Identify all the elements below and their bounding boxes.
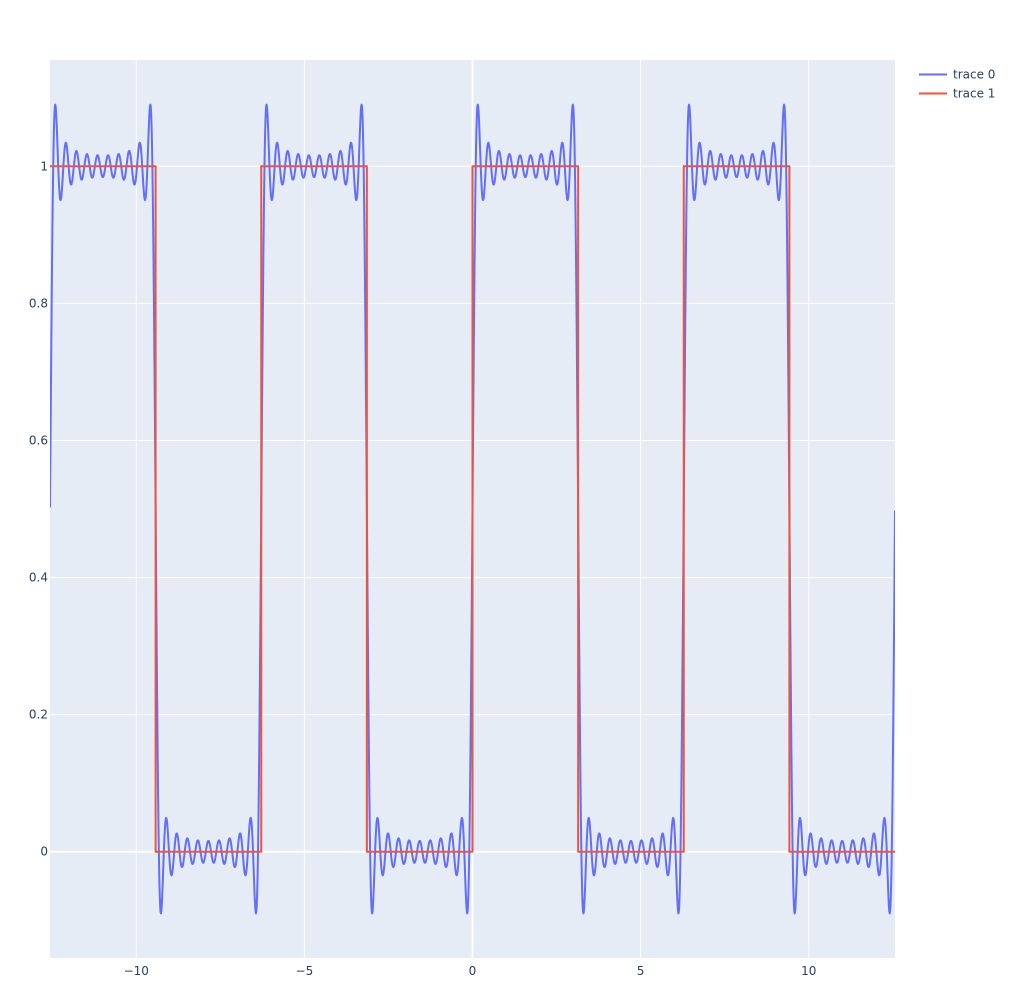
legend-item-trace-1[interactable]: trace 1	[919, 87, 995, 101]
legend[interactable]: trace 0 trace 1	[919, 68, 995, 101]
y-tick-label: 0.4	[29, 571, 48, 585]
y-tick-label: 0.8	[29, 296, 48, 310]
series-line-trace-1	[50, 165, 895, 853]
y-tick-label: 0	[40, 845, 48, 859]
x-tick-label: 10	[801, 964, 816, 978]
legend-item-trace-0[interactable]: trace 0	[919, 68, 995, 82]
legend-label-trace-1: trace 1	[953, 87, 995, 101]
legend-label-trace-0: trace 0	[953, 68, 995, 82]
y-tick-label: 0.6	[29, 433, 48, 447]
axis-tick-labels: −10 −5 0 5 10 0 0.2 0.4 0.6 0.8 1	[29, 159, 816, 978]
y-tick-label: 0.2	[29, 708, 48, 722]
x-tick-label: −5	[296, 964, 314, 978]
x-tick-label: 0	[469, 964, 477, 978]
x-tick-label: −10	[124, 964, 149, 978]
x-tick-label: 5	[637, 964, 645, 978]
series-layer	[50, 103, 895, 915]
y-tick-label: 1	[40, 159, 48, 173]
